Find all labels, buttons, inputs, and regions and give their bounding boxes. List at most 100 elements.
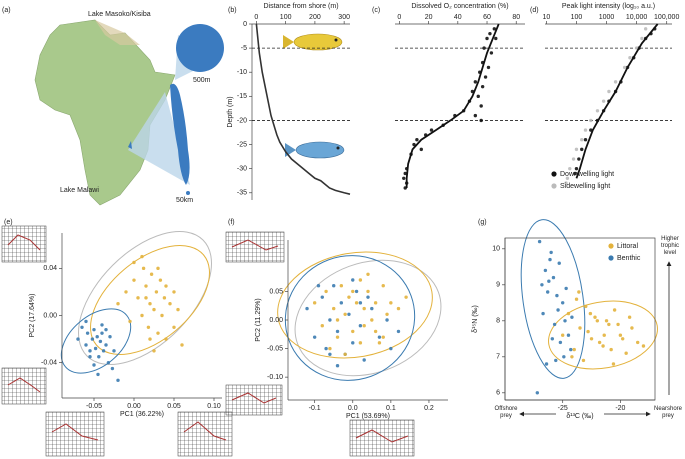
point [643,27,648,31]
x-tick-label: 0.1 [386,405,396,412]
x-tick-label: 0.0 [348,405,358,412]
point [624,351,628,355]
point [489,51,494,55]
x-tick-label: 300 [338,14,350,21]
point [156,266,160,271]
point [396,329,401,334]
point [574,166,579,171]
point [84,343,88,347]
y-tick-label: 0.00 [269,317,283,324]
y-tick-label: 9 [496,282,500,289]
point [543,268,548,273]
map-label: Lake Malawi [60,187,99,194]
point [622,65,627,70]
x-tick-label: 60 [483,14,491,21]
point [429,128,434,132]
point [595,109,600,113]
line [405,23,500,188]
point [541,311,545,316]
point [616,322,620,327]
fish-illustration [283,33,345,159]
x-tick-label: 200 [309,14,321,21]
x-tick-label: 1000 [599,14,615,21]
point [140,313,144,318]
point [574,147,579,152]
x-tick-label: -0.05 [86,403,102,410]
point [168,302,172,306]
point [602,333,606,337]
point [132,260,136,265]
point [628,56,632,60]
point [144,284,148,288]
point [570,315,574,319]
point [358,341,363,345]
point [148,337,152,341]
x-tick-label: -0.1 [309,405,321,412]
y-tick-label: -25 [237,141,247,148]
point [565,176,570,181]
point [601,99,606,103]
point [535,391,540,395]
point [108,335,112,339]
point [354,301,359,305]
point [609,347,613,352]
point [358,301,363,305]
point [537,239,542,244]
point [601,344,605,348]
point [482,46,486,50]
scale-label: 500m [193,77,211,84]
x-tick-label: 0 [397,14,401,21]
point [106,360,111,365]
point [172,290,176,294]
chart-title: Distance from shore (m) [263,3,338,10]
x-tick-label: 80 [512,14,520,21]
point [305,306,309,311]
point [366,272,370,276]
legend-label: Littoral [617,243,638,250]
point [479,104,483,108]
y-tick-label: 0.05 [269,288,283,295]
panel-label: (g) [478,219,487,226]
y-tick-label: 8 [496,318,500,325]
point [583,128,588,132]
line [255,23,351,195]
point [377,335,382,339]
point [373,329,378,334]
annotation: Higher trophic level [660,236,679,256]
point [351,341,355,345]
point [97,355,101,359]
map: Lake Masoko/Kisiba 500m Lake Malawi 50km [34,11,224,206]
point [132,278,136,282]
y-tick-label: 7 [496,354,500,361]
point [560,301,565,305]
point [564,286,568,291]
point [545,290,550,294]
y-tick-label: -30 [237,166,247,173]
point [641,344,646,348]
scale-label: 50km [176,197,193,204]
y-tick-label: 6 [496,390,500,397]
x-tick-label: 0.05 [167,403,181,410]
point [385,312,389,316]
point [358,278,363,282]
panel-label: (d) [530,7,539,14]
y-axis-label: PC2 (11.29%) [255,298,262,341]
point [112,349,116,353]
annotation: Nearshore prey [653,406,682,419]
x-tick-label: 40 [454,14,462,21]
point [101,349,106,353]
point [613,80,618,84]
point [332,284,336,288]
point [92,327,96,332]
x-tick-label: 0.10 [207,403,221,410]
point [412,142,416,147]
y-tick-label: -0.04 [41,359,57,366]
point [551,275,556,280]
point [604,319,609,323]
point [351,289,355,294]
y-tick-label: -35 [237,190,247,197]
point [146,325,151,329]
legend-marker [608,255,614,261]
point [381,284,385,288]
